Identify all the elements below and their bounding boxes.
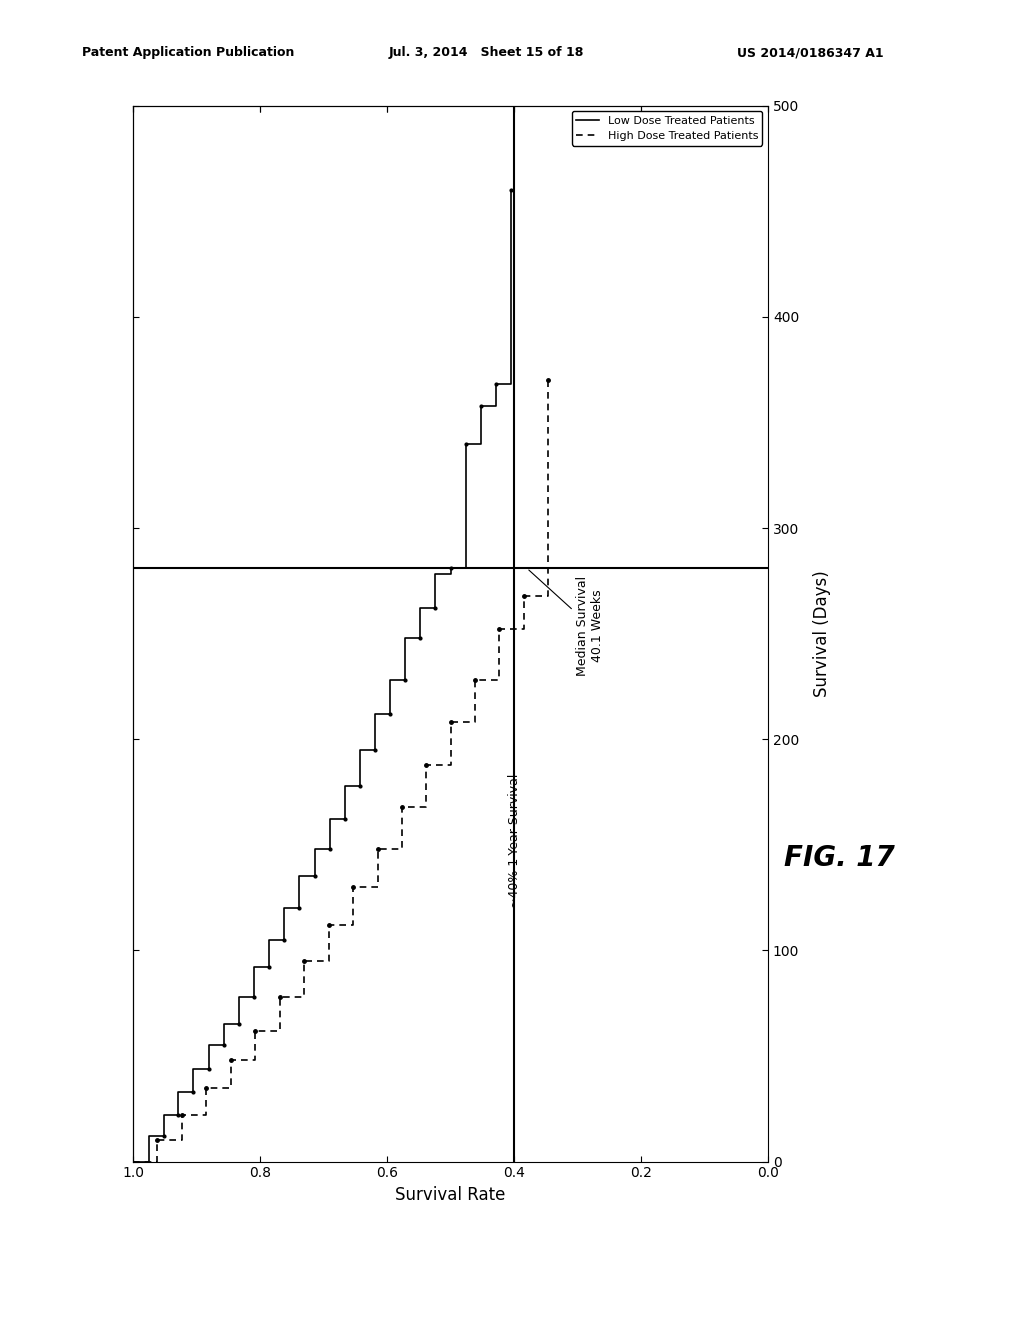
High Dose Treated Patients <box>249 1023 261 1039</box>
High Dose Treated Patients <box>395 799 408 814</box>
High Dose Treated Patients <box>469 714 481 730</box>
High Dose Treated Patients <box>347 879 359 895</box>
High Dose Treated Patients <box>176 1133 188 1148</box>
Low Dose Treated Patients <box>399 630 412 645</box>
High Dose Treated Patients <box>517 622 529 638</box>
Low Dose Treated Patients <box>505 376 517 392</box>
High Dose Treated Patients <box>273 989 286 1005</box>
High Dose Treated Patients <box>298 989 310 1005</box>
High Dose Treated Patients <box>517 587 529 603</box>
Low Dose Treated Patients <box>384 706 396 722</box>
High Dose Treated Patients <box>542 372 554 388</box>
High Dose Treated Patients <box>542 587 554 603</box>
Low Dose Treated Patients <box>505 182 517 198</box>
High Dose Treated Patients <box>200 1107 212 1123</box>
Text: Patent Application Publication: Patent Application Publication <box>82 46 294 59</box>
High Dose Treated Patients <box>176 1107 188 1123</box>
Text: Median Survival
40.1 Weeks: Median Survival 40.1 Weeks <box>528 570 604 676</box>
Y-axis label: Survival (Days): Survival (Days) <box>813 570 831 697</box>
High Dose Treated Patients <box>420 756 432 772</box>
High Dose Treated Patients <box>200 1080 212 1096</box>
High Dose Treated Patients <box>127 1154 139 1170</box>
High Dose Treated Patients <box>372 879 384 895</box>
Text: FIG. 17: FIG. 17 <box>784 843 895 873</box>
High Dose Treated Patients <box>224 1080 237 1096</box>
High Dose Treated Patients <box>494 622 506 638</box>
High Dose Treated Patients <box>420 799 432 814</box>
High Dose Treated Patients <box>444 756 457 772</box>
High Dose Treated Patients <box>372 841 384 857</box>
Text: US 2014/0186347 A1: US 2014/0186347 A1 <box>737 46 884 59</box>
High Dose Treated Patients <box>273 1023 286 1039</box>
High Dose Treated Patients <box>152 1133 164 1148</box>
Text: ~40% 1-Year Survival: ~40% 1-Year Survival <box>508 774 520 908</box>
Low Dose Treated Patients <box>127 1154 139 1170</box>
High Dose Treated Patients <box>469 672 481 688</box>
High Dose Treated Patients <box>347 917 359 933</box>
Legend: Low Dose Treated Patients, High Dose Treated Patients: Low Dose Treated Patients, High Dose Tre… <box>572 111 763 145</box>
Low Dose Treated Patients <box>248 960 260 975</box>
X-axis label: Survival Rate: Survival Rate <box>395 1185 506 1204</box>
High Dose Treated Patients <box>224 1052 237 1068</box>
High Dose Treated Patients <box>323 953 335 969</box>
High Dose Treated Patients <box>395 841 408 857</box>
Line: Low Dose Treated Patients: Low Dose Treated Patients <box>133 190 511 1162</box>
High Dose Treated Patients <box>152 1154 164 1170</box>
Line: High Dose Treated Patients: High Dose Treated Patients <box>133 380 548 1162</box>
Low Dose Treated Patients <box>248 989 260 1005</box>
High Dose Treated Patients <box>298 953 310 969</box>
High Dose Treated Patients <box>249 1052 261 1068</box>
High Dose Treated Patients <box>494 672 506 688</box>
High Dose Treated Patients <box>444 714 457 730</box>
Low Dose Treated Patients <box>218 1038 230 1053</box>
Text: Jul. 3, 2014   Sheet 15 of 18: Jul. 3, 2014 Sheet 15 of 18 <box>389 46 585 59</box>
High Dose Treated Patients <box>323 917 335 933</box>
